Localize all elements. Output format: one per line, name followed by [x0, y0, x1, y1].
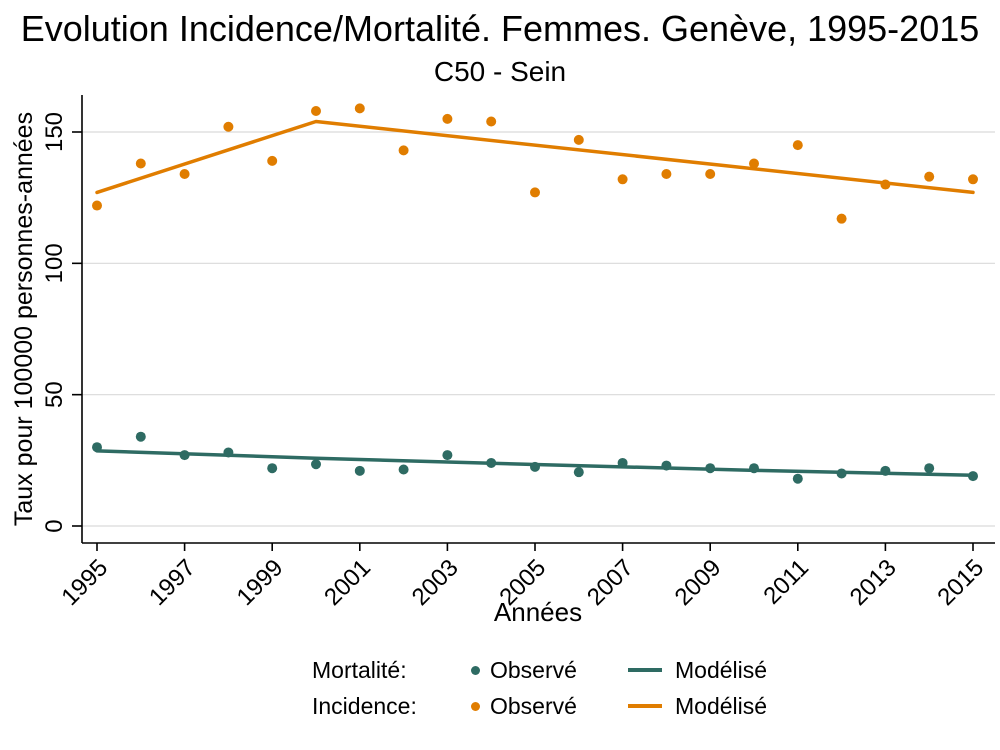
modeled-line	[95, 119, 975, 195]
data-point	[354, 103, 365, 114]
data-point	[617, 457, 628, 468]
data-point	[573, 134, 584, 145]
data-point	[968, 174, 978, 185]
legend-mortality-modeled-label: Modélisé	[675, 657, 768, 683]
data-point	[530, 461, 540, 472]
data-point	[92, 200, 102, 211]
data-point	[135, 431, 146, 442]
incidence-modeled-line-icon	[628, 704, 662, 708]
data-point	[749, 158, 759, 169]
data-point	[223, 121, 234, 132]
data-point	[223, 447, 234, 458]
mortality-observed-marker-icon	[470, 665, 480, 675]
data-point	[792, 140, 803, 151]
data-point	[179, 450, 190, 461]
data-point	[311, 459, 321, 470]
data-point	[880, 179, 891, 190]
data-point	[267, 463, 278, 474]
data-point	[179, 169, 190, 180]
mortality-modeled-line-icon	[628, 668, 662, 672]
data-point	[661, 169, 672, 180]
data-point	[617, 174, 628, 185]
data-point	[311, 105, 321, 116]
data-point	[442, 450, 453, 461]
data-point	[486, 457, 497, 468]
data-point	[661, 460, 672, 471]
legend-series-label-incidence: Incidence:	[312, 693, 417, 719]
data-point	[836, 213, 847, 224]
data-point	[705, 463, 716, 474]
incidence-observed-marker-icon	[470, 701, 480, 711]
data-point	[442, 113, 453, 124]
data-point	[836, 468, 847, 479]
data-point	[924, 171, 935, 182]
data-point	[924, 463, 935, 474]
data-point	[135, 158, 146, 169]
y-tick-label: 150	[41, 112, 68, 152]
y-tick-label: 50	[41, 381, 68, 408]
data-point	[267, 155, 278, 166]
data-point	[530, 187, 540, 198]
chart-title: Evolution Incidence/Mortalité. Femmes. G…	[20, 8, 980, 49]
legend-incidence-observed-label: Observé	[490, 693, 577, 719]
data-point	[792, 473, 803, 484]
legend-incidence-modeled-label: Modélisé	[675, 693, 768, 719]
legend-mortality-observed-label: Observé	[490, 657, 577, 683]
legend: Mortalité: Observé Modélisé Incidence: O…	[312, 652, 795, 724]
data-point	[573, 467, 584, 478]
data-point	[880, 465, 891, 476]
data-point	[749, 463, 759, 474]
data-point	[705, 169, 716, 180]
data-point	[968, 471, 978, 482]
legend-series-label-mortality: Mortalité:	[312, 657, 407, 683]
x-axis-title: Années	[493, 597, 583, 627]
data-point	[398, 145, 409, 156]
data-point	[354, 465, 365, 476]
chart-subtitle: C50 - Sein	[433, 56, 567, 87]
data-point	[486, 116, 497, 127]
y-tick-label: 100	[41, 243, 68, 283]
y-tick-label: 0	[41, 519, 68, 532]
data-point	[398, 464, 409, 475]
data-point	[92, 442, 102, 453]
